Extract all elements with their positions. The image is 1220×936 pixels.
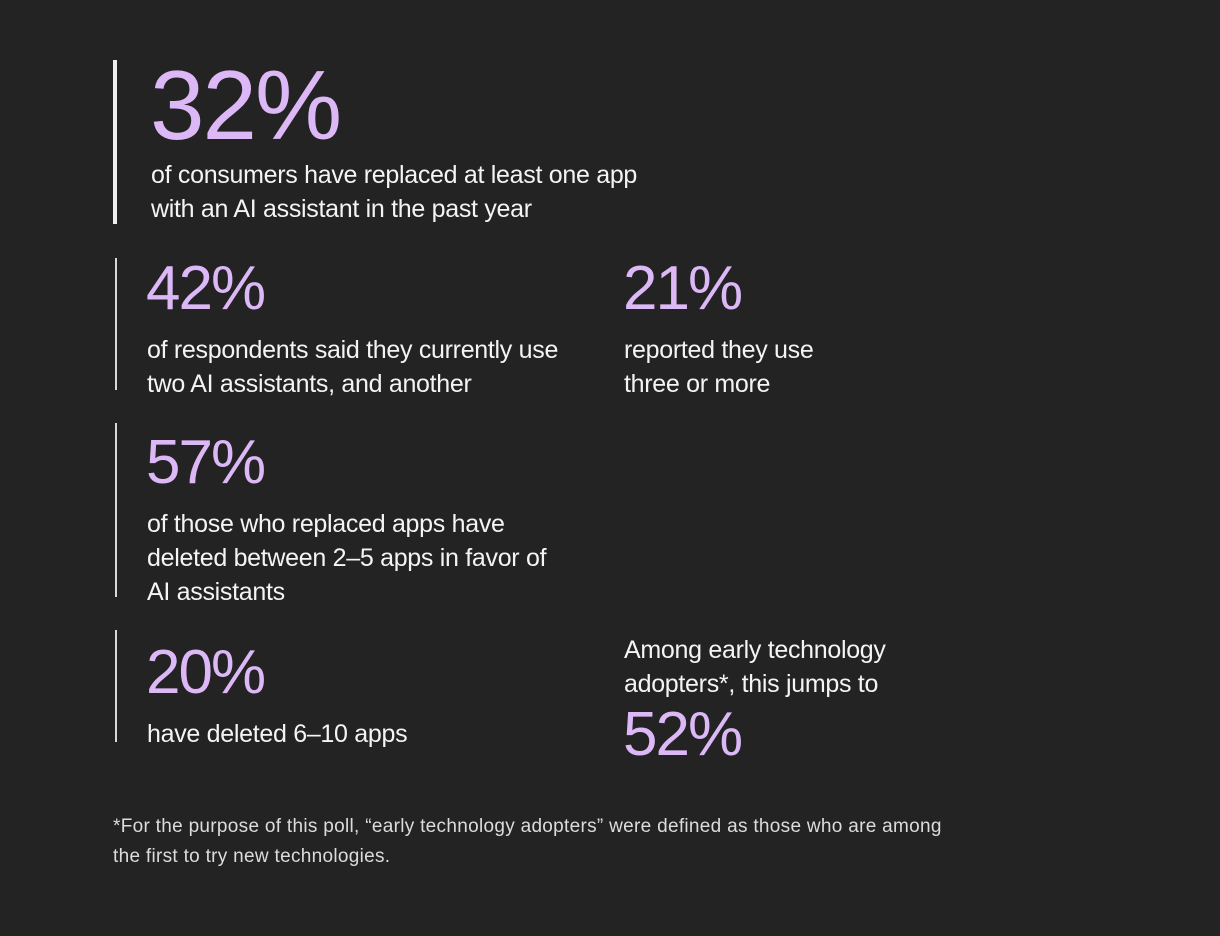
- stat-figure: 20%: [146, 638, 266, 707]
- headline-text: of consumers have replaced at least one …: [151, 161, 638, 223]
- stat-figure: 57%: [146, 428, 266, 497]
- stat-text: have deleted 6–10 apps: [147, 720, 408, 748]
- stat-figure: 52%: [623, 700, 743, 769]
- stat-text: Among early technology adopters*, this j…: [624, 636, 886, 698]
- stat-text: of those who replaced apps have deleted …: [147, 510, 547, 606]
- accent-bar: [115, 423, 117, 597]
- stat-figure: 42%: [146, 254, 266, 323]
- stat-figure: 21%: [623, 254, 743, 323]
- accent-bar: [113, 60, 117, 224]
- headline-figure: 32%: [150, 50, 342, 160]
- stat-text: of respondents said they currently use t…: [147, 336, 559, 398]
- accent-bar: [115, 630, 117, 742]
- stat-text: reported they use three or more: [624, 336, 814, 398]
- accent-bar: [115, 258, 117, 390]
- footnote: *For the purpose of this poll, “early te…: [113, 816, 942, 867]
